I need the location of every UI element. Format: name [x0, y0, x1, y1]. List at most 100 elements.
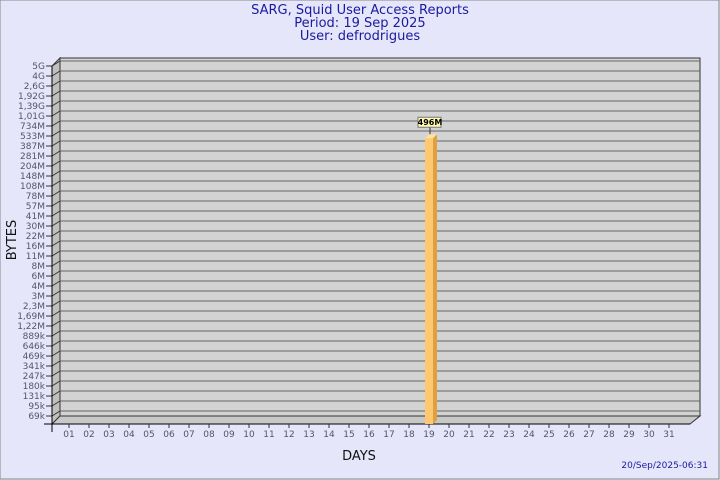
- y-tick-diag: [51, 170, 61, 177]
- x-tick-label: 17: [383, 430, 394, 440]
- y-tick-diag: [51, 60, 61, 67]
- y-tick-label: 889k: [23, 332, 46, 342]
- y-tick-label: 6M: [32, 272, 46, 282]
- x-tick-label: 06: [163, 430, 175, 440]
- x-tick-label: 19: [423, 430, 435, 440]
- y-tick-diag: [51, 90, 61, 97]
- x-tick-label: 03: [103, 430, 114, 440]
- y-tick-label: 148M: [20, 172, 45, 182]
- y-tick-label: 2,3M: [23, 302, 45, 312]
- x-tick-label: 22: [483, 430, 494, 440]
- y-tick-label: 22M: [26, 232, 45, 242]
- y-tick-diag: [51, 260, 61, 267]
- x-tick-label: 28: [603, 430, 615, 440]
- x-tick-label: 11: [263, 430, 274, 440]
- x-tick-label: 15: [343, 430, 354, 440]
- y-tick-label: 2,6G: [24, 82, 45, 92]
- y-tick-diag: [51, 320, 61, 327]
- y-tick-diag: [51, 300, 61, 307]
- y-tick-label: 3M: [32, 292, 46, 302]
- y-tick-diag: [51, 210, 61, 217]
- y-tick-diag: [51, 130, 61, 137]
- y-tick-label: 8M: [32, 262, 46, 272]
- y-tick-label: 95k: [28, 402, 45, 412]
- x-tick-label: 24: [523, 430, 535, 440]
- x-tick-label: 16: [363, 430, 375, 440]
- y-tick-diag: [51, 110, 61, 117]
- y-tick-diag: [51, 390, 61, 397]
- x-tick-label: 10: [243, 430, 255, 440]
- y-tick-diag: [51, 220, 61, 227]
- x-tick-label: 21: [463, 430, 474, 440]
- y-tick-diag: [51, 70, 61, 77]
- x-tick-label: 07: [183, 430, 194, 440]
- x-tick-label: 12: [283, 430, 294, 440]
- y-tick-diag: [51, 120, 61, 127]
- plot-left-wall: [51, 56, 61, 426]
- y-tick-diag: [51, 150, 61, 157]
- y-tick-diag: [51, 370, 61, 377]
- y-tick-label: 78M: [26, 192, 45, 202]
- data-label-box: [417, 116, 442, 128]
- y-tick-diag: [51, 190, 61, 197]
- y-tick-diag: [51, 270, 61, 277]
- y-tick-diag: [51, 360, 61, 367]
- bar-side: [433, 134, 437, 424]
- y-tick-diag: [51, 140, 61, 147]
- y-tick-diag: [51, 250, 61, 257]
- x-tick-label: 04: [123, 430, 135, 440]
- y-tick-diag: [51, 350, 61, 357]
- y-tick-label: 108M: [20, 182, 45, 192]
- chart-title: SARG, Squid User Access Reports: [251, 3, 469, 18]
- y-tick-label: 1,01G: [18, 112, 45, 122]
- y-tick-label: 11M: [26, 252, 45, 262]
- x-tick-label: 13: [303, 430, 314, 440]
- y-tick-label: 469k: [23, 352, 46, 362]
- plot-back-wall: [59, 57, 701, 417]
- y-tick-diag: [51, 330, 61, 337]
- y-tick-diag: [51, 380, 61, 387]
- y-tick-diag: [51, 230, 61, 237]
- y-tick-label: 646k: [23, 342, 46, 352]
- y-tick-label: 1,69M: [17, 312, 45, 322]
- y-tick-label: 1,39G: [18, 102, 45, 112]
- x-axis-label: DAYS: [342, 449, 376, 464]
- x-tick-label: 05: [143, 430, 154, 440]
- y-tick-diag: [51, 310, 61, 317]
- y-tick-label: 4M: [32, 282, 46, 292]
- y-tick-label: 4G: [32, 72, 45, 82]
- y-tick-label: 30M: [26, 222, 45, 232]
- y-tick-label: 204M: [20, 162, 45, 172]
- generated-timestamp: 20/Sep/2025-06:31: [621, 461, 708, 471]
- plot-floor: [50, 415, 702, 425]
- x-tick-label: 30: [643, 430, 655, 440]
- y-axis-label: BYTES: [5, 220, 20, 261]
- y-tick-diag: [51, 240, 61, 247]
- x-tick-label: 18: [403, 430, 415, 440]
- y-tick-diag: [51, 410, 61, 417]
- y-tick-label: 16M: [26, 242, 45, 252]
- bar-front: [425, 138, 433, 424]
- y-tick-label: 341k: [23, 362, 46, 372]
- bar-top: [425, 134, 437, 139]
- y-tick-label: 41M: [26, 212, 45, 222]
- chart-period: Period: 19 Sep 2025: [294, 16, 426, 31]
- y-tick-label: 57M: [26, 202, 45, 212]
- y-tick-diag: [51, 180, 61, 187]
- data-label: 496M: [418, 118, 443, 127]
- y-tick-diag: [51, 280, 61, 287]
- y-tick-label: 1,22M: [17, 322, 45, 332]
- y-tick-label: 180k: [23, 382, 46, 392]
- x-tick-label: 26: [563, 430, 575, 440]
- x-tick-label: 31: [663, 430, 674, 440]
- y-tick-diag: [51, 290, 61, 297]
- y-tick-label: 734M: [20, 122, 45, 132]
- y-tick-label: 387M: [20, 142, 45, 152]
- y-tick-label: 281M: [20, 152, 45, 162]
- x-tick-label: 25: [543, 430, 554, 440]
- x-tick-label: 09: [223, 430, 235, 440]
- x-tick-label: 01: [63, 430, 74, 440]
- y-tick-label: 131k: [23, 392, 46, 402]
- y-tick-diag: [51, 100, 61, 107]
